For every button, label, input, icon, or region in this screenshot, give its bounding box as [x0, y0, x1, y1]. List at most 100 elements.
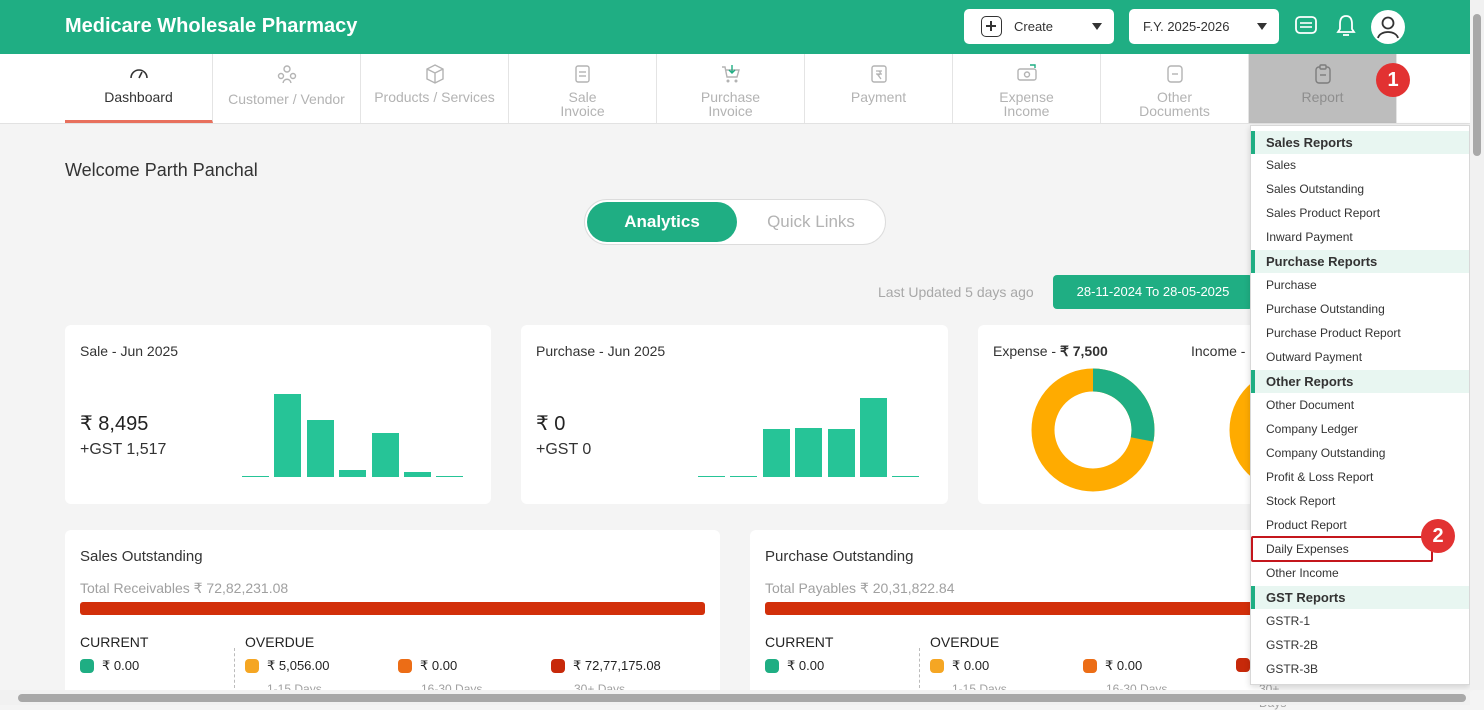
expense-value: ₹ 7,500: [1059, 343, 1108, 359]
current-label: CURRENT: [80, 634, 149, 650]
users-icon: [277, 65, 297, 84]
chart-bar: [436, 475, 464, 477]
nav-report-label: Report: [1301, 89, 1344, 105]
sale-card: Sale - Jun 2025 ₹ 8,495 +GST 1,517: [65, 325, 491, 504]
menu-item-sales-product-report[interactable]: Sales Product Report: [1266, 206, 1381, 220]
plus-icon: [981, 16, 1002, 37]
main-nav: Dashboard Customer / Vendor Products / S…: [0, 54, 1470, 124]
sale-card-title: Sale - Jun 2025: [80, 343, 179, 359]
purchase-gst: +GST 0: [536, 441, 592, 458]
sale-amount: ₹ 8,495: [80, 413, 149, 435]
receivables-bar: [80, 602, 705, 615]
sales-outstanding-card: Sales Outstanding Total Receivables ₹ 72…: [65, 530, 720, 705]
menu-item-other-document[interactable]: Other Document: [1266, 398, 1355, 412]
date-range-button[interactable]: 28-11-2024 To 28-05-2025: [1053, 275, 1253, 309]
menu-item-purchase-outstanding[interactable]: Purchase Outstanding: [1266, 302, 1385, 316]
create-button[interactable]: Create: [964, 9, 1114, 44]
menu-item-daily-expenses[interactable]: Daily Expenses: [1266, 542, 1349, 556]
menu-item-other-income[interactable]: Other Income: [1266, 566, 1339, 580]
horizontal-scrollbar[interactable]: [0, 690, 1470, 705]
vertical-scroll-thumb[interactable]: [1473, 14, 1481, 156]
daily-expenses-highlight: [1251, 536, 1433, 562]
chart-bar: [274, 394, 302, 477]
create-label: Create: [1014, 19, 1054, 34]
menu-item-profit-loss[interactable]: Profit & Loss Report: [1266, 470, 1374, 484]
bell-icon[interactable]: [1335, 14, 1357, 38]
menu-item-purchase-product-report[interactable]: Purchase Product Report: [1266, 326, 1401, 340]
vertical-scrollbar[interactable]: [1470, 0, 1484, 690]
nav-other-label-2: Documents: [1139, 103, 1210, 119]
chart-bar: [860, 397, 887, 477]
nav-purchase-invoice[interactable]: Purchase Invoice: [657, 54, 805, 123]
nav-sale-label-2: Invoice: [560, 103, 605, 119]
menu-item-product-report[interactable]: Product Report: [1266, 518, 1347, 532]
chart-bar: [339, 469, 367, 477]
overdue-2-value: ₹ 0.00: [398, 658, 457, 674]
overdue-2-amount: ₹ 0.00: [1105, 658, 1143, 673]
nav-expense-label-1: Expense: [999, 89, 1054, 105]
rupee-receipt-icon: [871, 65, 887, 83]
overdue-2-value: ₹ 0.00: [1083, 658, 1142, 674]
menu-item-sales-outstanding[interactable]: Sales Outstanding: [1266, 182, 1365, 196]
report-dropdown-menu: Sales Reports Sales Sales Outstanding Sa…: [1250, 125, 1470, 685]
nav-dashboard[interactable]: Dashboard: [65, 54, 213, 123]
document-icon: [1167, 65, 1183, 83]
fy-label: F.Y. 2025-2026: [1143, 19, 1230, 34]
expense-title: Expense - ₹ 7,500: [993, 343, 1108, 360]
chart-bar: [730, 475, 758, 477]
purchase-card: Purchase - Jun 2025 ₹ 0 +GST 0: [521, 325, 948, 504]
menu-item-gstr-1[interactable]: GSTR-1: [1266, 614, 1311, 628]
overdue-2-amount: ₹ 0.00: [420, 658, 458, 673]
overdue-3-value: [1236, 658, 1258, 672]
keyboard-icon[interactable]: [1295, 14, 1317, 38]
nav-other-documents[interactable]: Other Documents: [1101, 54, 1249, 123]
current-amount: ₹ 0.00: [102, 658, 140, 673]
menu-item-gstr-2b[interactable]: GSTR-2B: [1266, 638, 1319, 652]
overdue-1-value: ₹ 0.00: [930, 658, 989, 674]
nav-payment[interactable]: Payment: [805, 54, 953, 123]
chart-bar: [698, 475, 725, 477]
overdue-1-amount: ₹ 5,056.00: [267, 658, 330, 673]
nav-products-label: Products / Services: [374, 89, 495, 105]
horizontal-scroll-thumb[interactable]: [18, 694, 1466, 702]
cart-icon: [722, 65, 740, 83]
chart-bar: [306, 419, 334, 477]
menu-item-stock-report[interactable]: Stock Report: [1266, 494, 1336, 508]
chart-bar: [795, 428, 823, 477]
chevron-down-icon: [1257, 23, 1267, 30]
menu-item-purchase[interactable]: Purchase: [1266, 278, 1317, 292]
app-title: Medicare Wholesale Pharmacy: [65, 15, 358, 37]
nav-purchase-label-1: Purchase: [700, 89, 761, 105]
chart-bar: [404, 472, 431, 477]
menu-item-inward-payment[interactable]: Inward Payment: [1266, 230, 1353, 244]
menu-item-company-outstanding[interactable]: Company Outstanding: [1266, 446, 1386, 460]
overdue-3-value: ₹ 72,77,175.08: [551, 658, 661, 674]
menu-item-gstr-3b[interactable]: GSTR-3B: [1266, 662, 1319, 676]
chart-bar: [762, 429, 790, 477]
nav-customer-vendor-label: Customer / Vendor: [228, 91, 345, 107]
menu-item-company-ledger[interactable]: Company Ledger: [1266, 422, 1359, 436]
tab-analytics[interactable]: Analytics: [587, 202, 737, 242]
income-title: Income -: [1191, 343, 1246, 359]
user-icon: [1377, 16, 1399, 39]
expense-donut: [1031, 368, 1155, 492]
total-payables: Total Payables ₹ 20,31,822.84: [765, 580, 955, 596]
financial-year-select[interactable]: F.Y. 2025-2026: [1129, 9, 1279, 44]
chart-bar: [827, 429, 855, 477]
nav-expense-income[interactable]: Expense Income: [953, 54, 1101, 123]
nav-customer-vendor[interactable]: Customer / Vendor: [213, 54, 361, 123]
nav-sale-invoice[interactable]: Sale Invoice: [509, 54, 657, 123]
income-donut-arc: [1229, 372, 1268, 488]
nav-report[interactable]: Report: [1249, 54, 1397, 123]
menu-item-sales[interactable]: Sales: [1266, 158, 1297, 172]
nav-products-services[interactable]: Products / Services: [361, 54, 509, 123]
menu-item-outward-payment[interactable]: Outward Payment: [1266, 350, 1363, 364]
gauge-icon: [130, 69, 148, 79]
tab-quick-links[interactable]: Quick Links: [767, 212, 855, 231]
money-icon: [1017, 64, 1037, 81]
user-avatar[interactable]: [1371, 10, 1405, 44]
nav-expense-label-2: Income: [1003, 103, 1050, 119]
chart-bar: [892, 475, 920, 477]
expense-label: Expense -: [993, 343, 1060, 359]
chart-bar: [242, 475, 269, 477]
